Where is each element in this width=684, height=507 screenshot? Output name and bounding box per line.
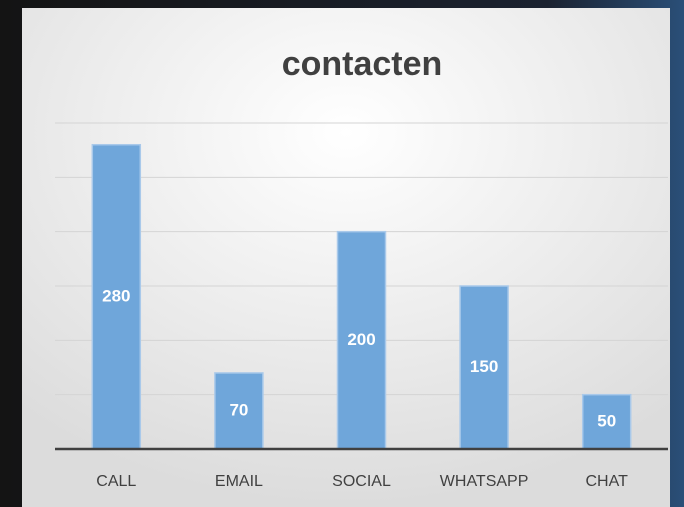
- data-label: 150: [470, 357, 498, 376]
- bar: [91, 143, 142, 450]
- x-tick-label: CALL: [96, 473, 136, 490]
- x-tick-label: WHATSAPP: [440, 473, 529, 490]
- x-tick-label: SOCIAL: [332, 473, 391, 490]
- bar: [581, 393, 632, 450]
- data-label: 280: [102, 286, 130, 305]
- data-label: 70: [229, 400, 248, 419]
- bar: [336, 230, 387, 450]
- x-tick-label: EMAIL: [215, 473, 263, 490]
- chart-title: contacten: [282, 45, 443, 83]
- data-label: 200: [347, 330, 375, 349]
- data-label: 50: [597, 411, 616, 430]
- x-tick-label: CHAT: [586, 473, 629, 490]
